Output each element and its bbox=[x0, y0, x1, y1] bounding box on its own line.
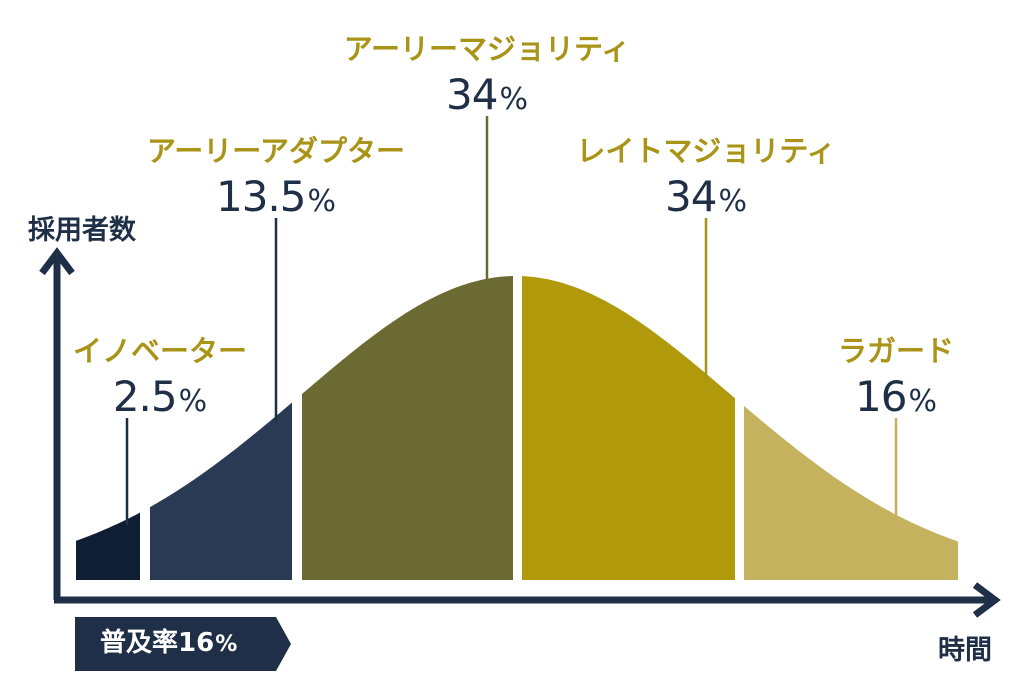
label-innovators: イノベーター 2.5% bbox=[72, 334, 248, 421]
segment-name: レイトマジョリティ bbox=[576, 134, 836, 168]
segment-name: アーリーアダプター bbox=[146, 134, 406, 168]
penetration-rate-label: 普及率16% bbox=[100, 628, 238, 658]
segment-percent: 2.5 bbox=[112, 372, 178, 421]
segment-early-adopters bbox=[150, 402, 292, 580]
penetration-rate-banner bbox=[75, 617, 291, 671]
label-early-majority: アーリーマジョリティ 34% bbox=[343, 32, 631, 119]
label-leader-lines bbox=[125, 116, 898, 526]
x-axis-arrowhead bbox=[972, 582, 1001, 618]
segment-percent: 34 bbox=[665, 172, 717, 221]
y-axis-label: 採用者数 bbox=[28, 215, 136, 246]
segment-laggards bbox=[744, 405, 958, 580]
segment-late-majority bbox=[522, 276, 735, 580]
label-late-majority: レイトマジョリティ 34% bbox=[576, 134, 836, 221]
segment-name: ラガード bbox=[837, 334, 955, 368]
segment-innovators bbox=[76, 512, 140, 580]
bell-curve-segments bbox=[76, 276, 958, 580]
segment-percent: 16 bbox=[855, 372, 907, 421]
segment-name: アーリーマジョリティ bbox=[343, 32, 631, 66]
segment-name: イノベーター bbox=[72, 334, 248, 368]
segment-early-majority bbox=[302, 276, 513, 580]
segment-percent: 13.5 bbox=[215, 172, 307, 221]
x-axis-label: 時間 bbox=[938, 635, 992, 666]
y-axis-arrowhead bbox=[39, 247, 75, 276]
segment-percent: 34 bbox=[446, 70, 498, 119]
label-laggards: ラガード 16% bbox=[837, 334, 955, 421]
label-early-adopters: アーリーアダプター 13.5% bbox=[146, 134, 406, 221]
